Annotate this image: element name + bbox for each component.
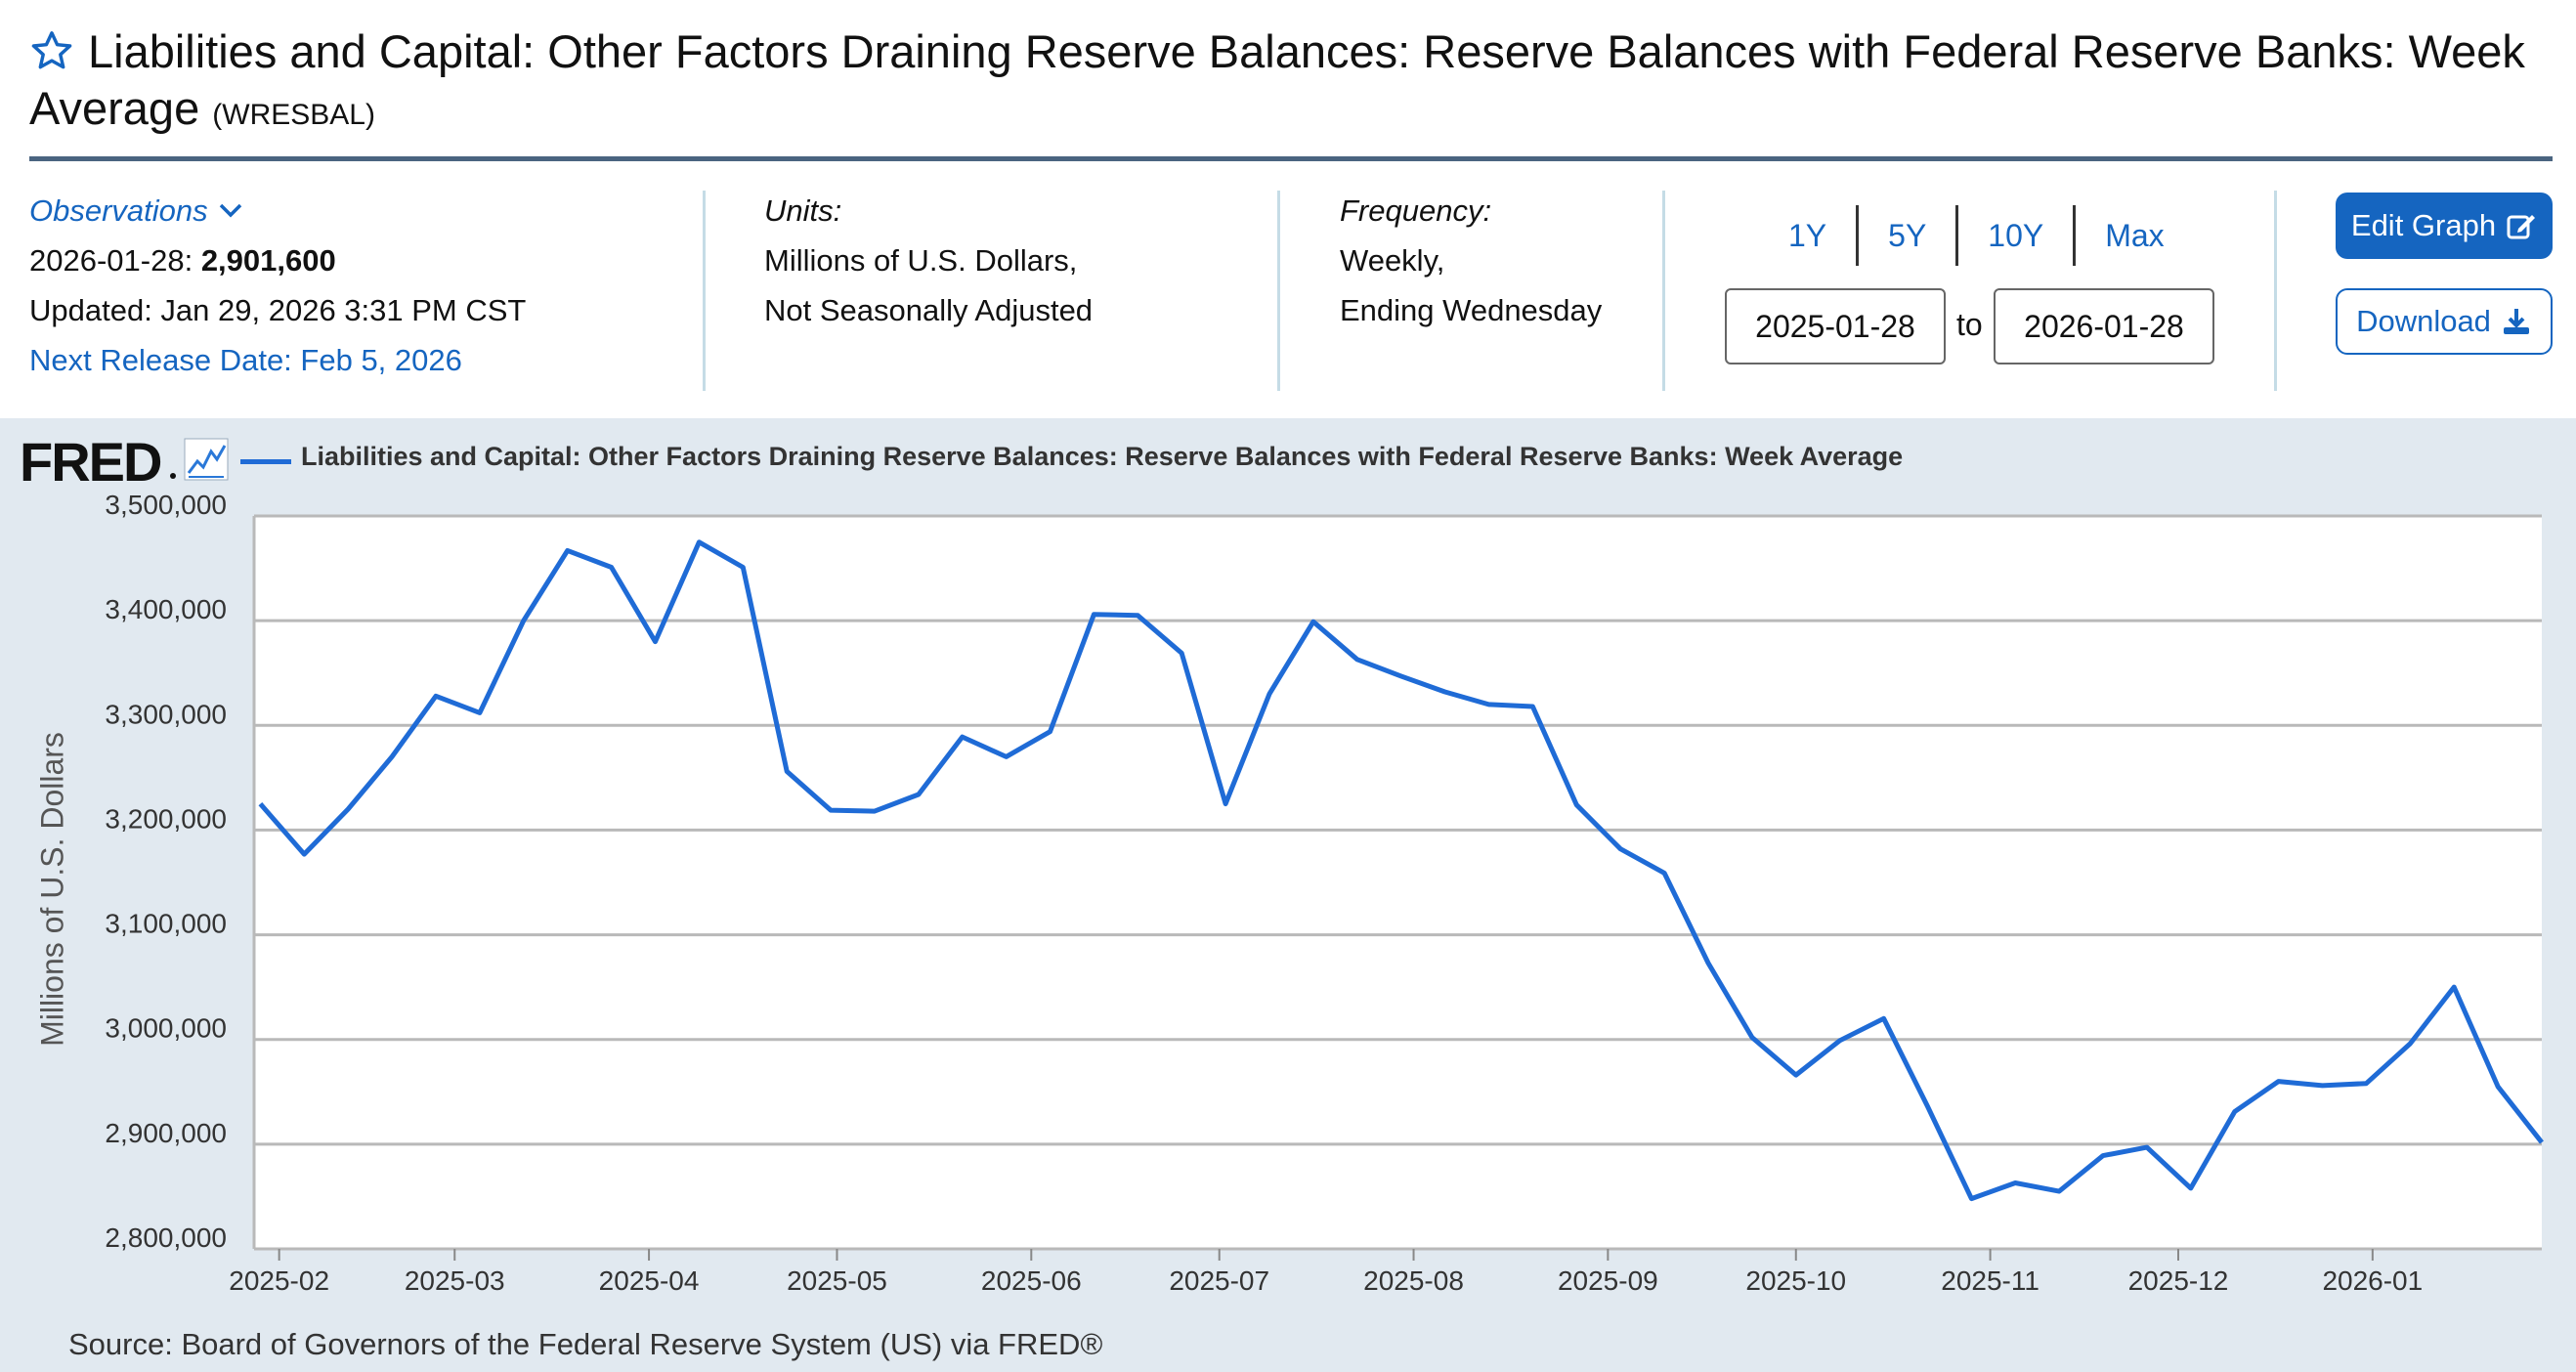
x-tick-label: 2025-09 [1558, 1265, 1658, 1296]
fred-logo-dot [170, 473, 176, 479]
x-tick-label: 2025-03 [405, 1265, 505, 1296]
title-divider [29, 156, 2553, 161]
fred-logo: FRED [20, 431, 162, 493]
info-divider [703, 191, 706, 391]
end-date-input[interactable]: 2026-01-28 [1994, 288, 2214, 364]
plot-area [254, 516, 2542, 1249]
star-icon[interactable] [29, 28, 74, 73]
observations-dropdown[interactable]: Observations [29, 186, 526, 236]
tab-1y[interactable]: 1Y [1788, 217, 1827, 253]
chevron-down-icon [219, 203, 241, 218]
updated-text: Updated: Jan 29, 2026 3:31 PM CST [29, 293, 527, 327]
to-label: to [1956, 307, 1983, 342]
units-label: Units: [764, 193, 842, 228]
x-tick-label: 2025-08 [1363, 1265, 1464, 1296]
edit-graph-label: Edit Graph [2350, 208, 2497, 242]
next-release-link[interactable]: Next Release Date: Feb 5, 2026 [29, 343, 462, 377]
info-divider [2274, 191, 2277, 391]
units-block: Units: Millions of U.S. Dollars, Not Sea… [764, 186, 1093, 335]
title-text: Liabilities and Capital: Other Factors D… [29, 25, 2525, 134]
observations-block: Observations 2026-01-28: 2,901,600 Updat… [29, 186, 526, 385]
x-tick-label: 2025-12 [2128, 1265, 2229, 1296]
tab-10y[interactable]: 10Y [1988, 217, 2044, 253]
series-line [258, 539, 2544, 1202]
latest-observation: 2026-01-28: 2,901,600 [29, 236, 526, 285]
tab-5y[interactable]: 5Y [1888, 217, 1927, 253]
y-tick-label: 3,300,000 [105, 699, 227, 729]
edit-icon [2507, 215, 2536, 239]
observations-label: Observations [29, 193, 208, 228]
frequency-line-2: Ending Wednesday [1340, 293, 1603, 327]
frequency-label: Frequency: [1340, 193, 1492, 228]
edit-graph-button[interactable]: Edit Graph [2336, 193, 2553, 259]
range-tabs: 1Y 5Y 10Y Max [1759, 205, 2194, 266]
x-tick-label: 2026-01 [2322, 1265, 2423, 1296]
y-tick-label: 3,000,000 [105, 1013, 227, 1044]
download-icon [2503, 309, 2529, 334]
download-label: Download [2356, 304, 2491, 338]
start-date-input[interactable]: 2025-01-28 [1725, 288, 1946, 364]
info-divider [1662, 191, 1665, 391]
series-id: (WRESBAL) [212, 99, 375, 131]
frequency-block: Frequency: Weekly, Ending Wednesday [1340, 186, 1602, 335]
tab-separator [1856, 205, 1860, 266]
source-note: Source: Board of Governors of the Federa… [68, 1327, 1103, 1361]
units-line-2: Not Seasonally Adjusted [764, 293, 1094, 327]
x-tick-label: 2025-04 [599, 1265, 700, 1296]
y-tick-labels: 2,800,000 2,900,000 3,000,000 3,100,000 3,20… [105, 490, 227, 1253]
tab-max[interactable]: Max [2105, 217, 2165, 253]
info-divider [1277, 191, 1280, 391]
y-tick-label: 3,200,000 [105, 803, 227, 834]
y-tick-label: 3,400,000 [105, 594, 227, 624]
x-tick-label: 2025-06 [981, 1265, 1082, 1296]
y-tick-label: 2,900,000 [105, 1118, 227, 1148]
legend-swatch [240, 459, 291, 464]
x-tick-label: 2025-05 [787, 1265, 887, 1296]
x-tick-label: 2025-10 [1745, 1265, 1846, 1296]
observation-value: 2,901,600 [200, 243, 336, 278]
y-tick-label: 3,500,000 [105, 490, 227, 520]
download-button[interactable]: Download [2336, 288, 2553, 355]
units-line-1: Millions of U.S. Dollars, [764, 243, 1078, 278]
y-tick-label: 3,100,000 [105, 909, 227, 939]
x-tick-label: 2025-07 [1169, 1265, 1269, 1296]
page-title: Liabilities and Capital: Other Factors D… [29, 23, 2551, 144]
legend-label: Liabilities and Capital: Other Factors D… [301, 442, 1904, 471]
x-tick-label: 2025-02 [229, 1265, 329, 1296]
tab-separator [2073, 205, 2077, 266]
observation-date: 2026-01-28: [29, 243, 193, 278]
y-tick-label: 2,800,000 [105, 1222, 227, 1253]
tab-separator [1955, 205, 1959, 266]
x-tick-labels: 2025-02 2025-03 2025-04 2025-05 2025-06 2025-… [229, 1249, 2423, 1296]
series-layer [258, 539, 2544, 1202]
chart-line-icon [184, 438, 229, 481]
frequency-line-1: Weekly, [1340, 243, 1445, 278]
gridlines [252, 514, 2542, 1251]
x-tick-label: 2025-11 [1941, 1265, 2039, 1296]
